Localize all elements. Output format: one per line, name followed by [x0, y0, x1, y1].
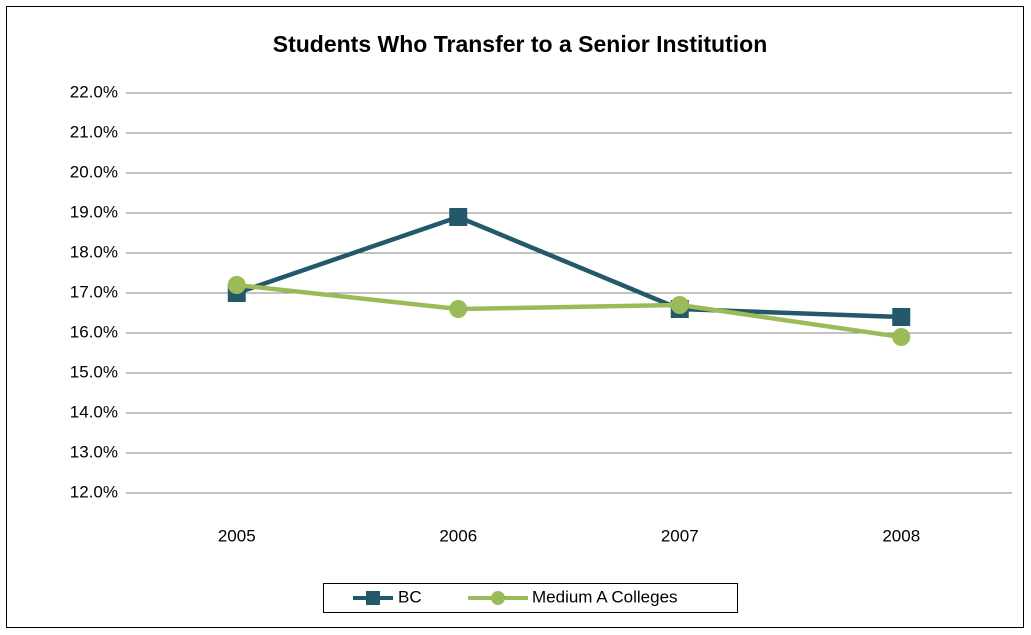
marker [449, 300, 468, 318]
x-tick-label: 2005 [218, 526, 256, 545]
series-line [236, 214, 902, 320]
y-tick-label: 12.0% [70, 482, 118, 501]
legend-label: BC [398, 587, 422, 606]
marker [670, 296, 689, 314]
y-tick-label: 13.0% [70, 442, 118, 461]
x-tick-label: 2006 [439, 526, 477, 545]
marker [892, 328, 911, 346]
y-tick-label: 15.0% [70, 362, 118, 381]
series-line [236, 282, 902, 340]
x-tick-label: 2007 [661, 526, 699, 545]
y-tick-label: 21.0% [70, 122, 118, 141]
y-tick-label: 16.0% [70, 322, 118, 341]
chart-title: Students Who Transfer to a Senior Instit… [273, 31, 768, 57]
x-tick-label: 2008 [882, 526, 920, 545]
y-tick-label: 14.0% [70, 402, 118, 421]
legend-marker [366, 591, 380, 605]
legend-label: Medium A Colleges [532, 587, 678, 606]
marker [449, 208, 468, 226]
y-tick-label: 18.0% [70, 242, 118, 261]
y-tick-label: 19.0% [70, 202, 118, 221]
y-tick-label: 22.0% [70, 82, 118, 101]
marker [892, 308, 911, 326]
marker [227, 276, 246, 294]
y-tick-label: 17.0% [70, 282, 118, 301]
y-tick-label: 20.0% [70, 162, 118, 181]
legend-marker [491, 591, 505, 605]
